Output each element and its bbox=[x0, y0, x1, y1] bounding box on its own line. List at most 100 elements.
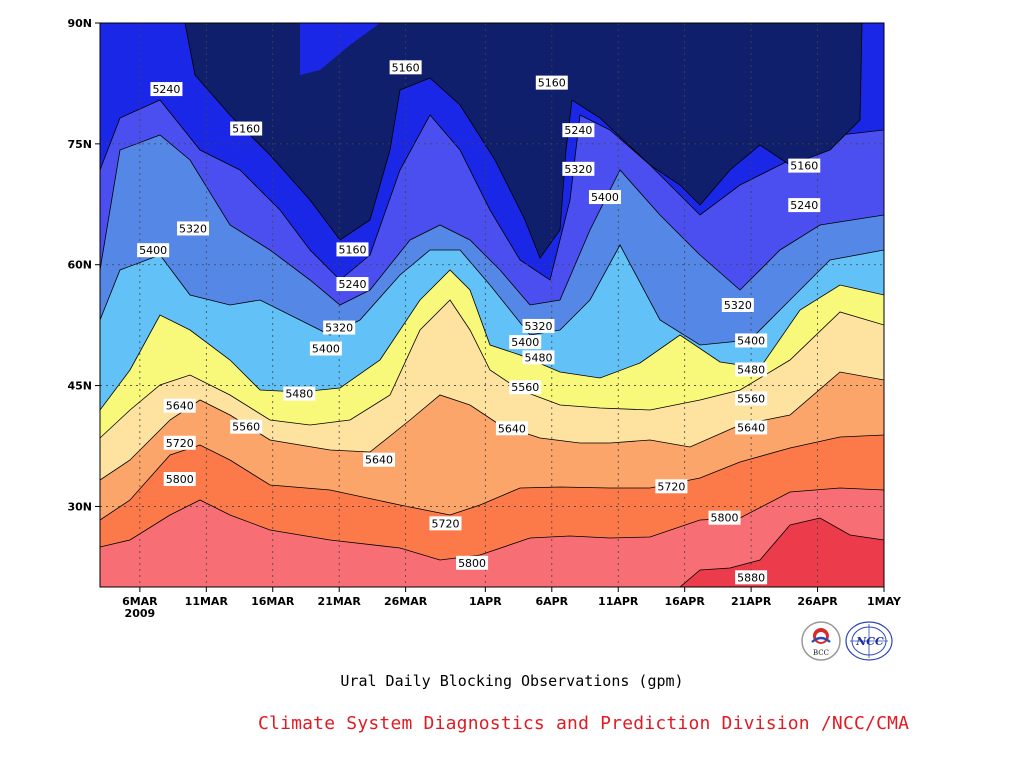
x-tick-label: 21APR bbox=[731, 595, 772, 608]
contour-label-bg bbox=[735, 420, 768, 435]
x-tick-label: 6MAR bbox=[122, 595, 158, 608]
contour-label-text: 5480 bbox=[285, 388, 313, 401]
fill-band-above-5880 bbox=[679, 517, 884, 587]
contour-label: 5480 bbox=[522, 350, 555, 365]
x-tick-label: 26APR bbox=[797, 595, 838, 608]
contour-label-bg bbox=[495, 421, 528, 436]
contour-label-bg bbox=[788, 198, 821, 213]
contour-label-text: 5640 bbox=[498, 422, 526, 435]
contour-label-text: 5800 bbox=[711, 512, 739, 525]
plot-frame bbox=[99, 22, 885, 588]
contour-label: 5160 bbox=[336, 242, 369, 257]
contour-label: 5400 bbox=[509, 335, 542, 350]
contour-label-bg bbox=[177, 221, 210, 236]
contour-label: 5320 bbox=[522, 318, 555, 333]
contour-label-bg bbox=[336, 242, 369, 257]
contour-label-bg bbox=[562, 161, 595, 176]
contour-label: 5480 bbox=[283, 386, 316, 401]
contour-label: 5240 bbox=[150, 82, 183, 97]
contour-label-text: 5240 bbox=[790, 199, 818, 212]
contour-label-text: 5400 bbox=[591, 191, 619, 204]
contour-label-text: 5480 bbox=[737, 363, 765, 376]
contour-label-text: 5320 bbox=[564, 163, 592, 176]
contour-label: 5160 bbox=[389, 60, 422, 75]
contour-label-bg bbox=[163, 398, 196, 413]
contour-label: 5400 bbox=[735, 333, 768, 348]
contour-label: 5400 bbox=[137, 243, 170, 258]
y-tick-label: 75N bbox=[67, 138, 92, 151]
fill-pocket-5160-5240 bbox=[300, 23, 380, 75]
x-tick-label: 1APR bbox=[469, 595, 502, 608]
contour-label: 5320 bbox=[562, 161, 595, 176]
contour-label: 5640 bbox=[363, 452, 396, 467]
y-tick-label: 90N bbox=[67, 17, 92, 30]
contour-label-bg bbox=[788, 158, 821, 173]
y-axis: 90N 75N 60N 45N 30N bbox=[67, 17, 100, 513]
contour-label-text: 5400 bbox=[139, 244, 167, 257]
contour-label: 5640 bbox=[495, 421, 528, 436]
contour-label-text: 5320 bbox=[724, 299, 752, 312]
contour-label-text: 5880 bbox=[737, 571, 765, 584]
x-tick-label: 21MAR bbox=[318, 595, 362, 608]
contour-label-bg bbox=[509, 335, 542, 350]
contour-label-bg bbox=[429, 516, 462, 531]
contour-label-text: 5240 bbox=[338, 278, 366, 291]
x-tick-label: 11APR bbox=[598, 595, 639, 608]
contour-label: 5560 bbox=[735, 391, 768, 406]
contour-label-bg bbox=[150, 82, 183, 97]
contour-label: 5720 bbox=[429, 516, 462, 531]
contour-label: 5320 bbox=[177, 221, 210, 236]
fill-band-below-5160 bbox=[100, 23, 863, 259]
contour-label-text: 5640 bbox=[737, 421, 765, 434]
contour-label-text: 5320 bbox=[325, 322, 353, 335]
x-tick-label: 11MAR bbox=[185, 595, 229, 608]
x-tick-label: 16APR bbox=[664, 595, 705, 608]
contour-label-text: 5720 bbox=[657, 480, 685, 493]
contour-label: 5160 bbox=[230, 121, 263, 136]
y-tick-label: 60N bbox=[67, 259, 92, 272]
contour-label: 5240 bbox=[788, 198, 821, 213]
contour-label: 5400 bbox=[309, 341, 342, 356]
contour-label: 5160 bbox=[788, 158, 821, 173]
x-tick-label: 26MAR bbox=[384, 595, 428, 608]
contour-label: 5320 bbox=[323, 320, 356, 335]
contour-labels: 5160 5160 5160 5160 5160 5240 5240 5240 5240 5320… bbox=[137, 60, 821, 585]
contour-label: 5640 bbox=[163, 398, 196, 413]
contour-label: 5560 bbox=[230, 419, 263, 434]
contour-label-bg bbox=[655, 479, 688, 494]
contour-label: 5560 bbox=[509, 380, 542, 395]
contour-label-bg bbox=[163, 435, 196, 450]
credit-line: Climate System Diagnostics and Predictio… bbox=[258, 713, 910, 734]
contour-label: 5640 bbox=[735, 420, 768, 435]
contour-label-bg bbox=[735, 391, 768, 406]
contour-label-text: 5320 bbox=[179, 222, 207, 235]
contour-label-text: 5400 bbox=[511, 336, 539, 349]
contour-label-text: 5400 bbox=[737, 334, 765, 347]
contour-label-bg bbox=[535, 75, 568, 90]
contour-label-bg bbox=[522, 318, 555, 333]
contour-label-text: 5160 bbox=[790, 160, 818, 173]
contour-label: 5720 bbox=[163, 435, 196, 450]
contour-label-text: 5160 bbox=[232, 123, 260, 136]
contour-label-bg bbox=[456, 555, 489, 570]
contour-label-bg bbox=[735, 333, 768, 348]
y-tick-label: 30N bbox=[67, 500, 92, 513]
bcc-logo-text: BCC bbox=[813, 649, 829, 657]
contour-label-bg bbox=[588, 190, 621, 205]
contour-label: 5320 bbox=[721, 298, 754, 312]
contour-label-text: 5720 bbox=[166, 437, 194, 450]
contour-label-text: 5560 bbox=[737, 392, 765, 405]
x-tick-label: 1MAY bbox=[867, 595, 902, 608]
contour-label-bg bbox=[336, 277, 369, 292]
contour-label: 5800 bbox=[708, 510, 741, 525]
contour-label-bg bbox=[363, 452, 396, 467]
contour-label: 5240 bbox=[562, 123, 595, 138]
contour-label: 5800 bbox=[163, 472, 196, 487]
contour-label-text: 5720 bbox=[431, 517, 459, 530]
contour-label: 5880 bbox=[735, 570, 768, 585]
contour-label-text: 5160 bbox=[538, 77, 566, 90]
contour-label-text: 5560 bbox=[511, 381, 539, 394]
contour-label-text: 5640 bbox=[365, 454, 393, 467]
